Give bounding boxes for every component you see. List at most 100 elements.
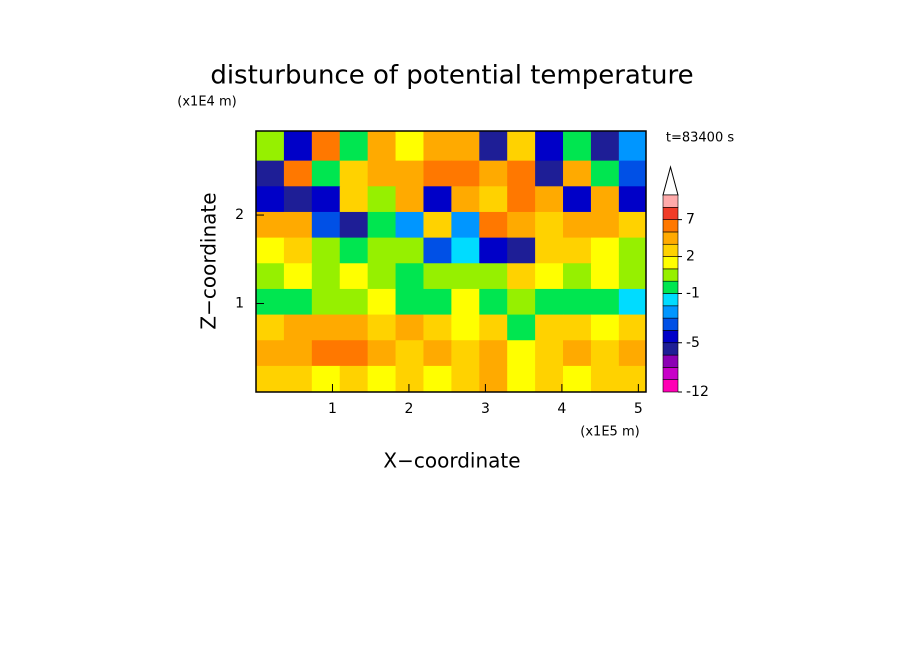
colorbar-tick-label: -1 (686, 286, 700, 302)
field-cell (618, 131, 647, 162)
y-tick-label: 2 (235, 207, 244, 223)
colorbar-band (662, 268, 679, 282)
field-cell (590, 365, 620, 393)
field-cell (367, 365, 397, 393)
field-cell (395, 288, 424, 316)
field-cell (395, 365, 424, 393)
field-cell (507, 288, 536, 316)
field-cell (283, 237, 313, 264)
field-cell (507, 237, 536, 264)
colorbar-band (662, 243, 679, 257)
field-cell (367, 263, 397, 290)
x-axis-title: X−coordinate (383, 449, 520, 473)
field-cell (479, 237, 508, 264)
field-cell (423, 288, 452, 316)
field-cell (590, 340, 620, 367)
field-cell (256, 288, 285, 316)
field-cell (535, 160, 564, 187)
field-cell (590, 160, 620, 187)
colorbar-band (662, 379, 679, 393)
field-cell (451, 131, 480, 162)
field-cell (618, 186, 647, 213)
field-cell (590, 211, 620, 239)
field-cell (479, 263, 508, 290)
colorbar-band (662, 256, 679, 270)
field-cell (618, 365, 647, 393)
field-cell (563, 365, 592, 393)
field-cell (479, 211, 508, 239)
colorbar-band (662, 367, 679, 380)
field-cell (283, 263, 313, 290)
field-cell (507, 263, 536, 290)
colorbar-band (662, 219, 679, 233)
y-tick-label: 1 (235, 296, 244, 312)
colorbar-band (662, 194, 679, 208)
field-cell (563, 131, 592, 162)
field-cell (283, 365, 313, 393)
field-cell (451, 340, 480, 367)
x-unit: (x1E5 m) (580, 425, 639, 440)
field-cell (590, 186, 620, 213)
field-cell (339, 340, 369, 367)
field-cell (590, 314, 620, 341)
field-cell (507, 186, 536, 213)
field-cell (339, 263, 369, 290)
field-cell (535, 186, 564, 213)
field-cell (423, 314, 452, 341)
field-cell (256, 131, 285, 162)
field-cell (395, 237, 424, 264)
field-cell (339, 314, 369, 341)
field-cell (507, 211, 536, 239)
field-cell (535, 365, 564, 393)
field-cell (256, 340, 285, 367)
field-cell (507, 314, 536, 341)
field-cell (451, 263, 480, 290)
field-cell (256, 186, 285, 213)
plot-frame (255, 130, 647, 393)
field-cell (423, 211, 452, 239)
field-cell (395, 340, 424, 367)
field-cell (618, 160, 647, 187)
field-cell (535, 237, 564, 264)
field-cell (395, 263, 424, 290)
colorbar-tick-label: -5 (686, 335, 700, 351)
field-cell (395, 211, 424, 239)
field-cell (423, 160, 452, 187)
colorbar-band (662, 317, 679, 331)
field-cell (451, 186, 480, 213)
field-cell (451, 237, 480, 264)
field-cell (563, 288, 592, 316)
field-cell (479, 160, 508, 187)
x-tick-label: 1 (328, 401, 337, 417)
y-axis-title: Z−coordinate (197, 192, 221, 329)
colorbar-band (662, 293, 679, 307)
field-cell (535, 263, 564, 290)
x-tick-label: 5 (634, 401, 643, 417)
time-label: t=83400 s (666, 131, 734, 146)
field-cell (256, 160, 285, 187)
field-cell (395, 160, 424, 187)
field-cell (311, 314, 341, 341)
field-cell (563, 263, 592, 290)
field-cell (339, 365, 369, 393)
field-cell (339, 131, 369, 162)
x-tick-label: 3 (481, 401, 490, 417)
field-cell (367, 160, 397, 187)
field-cell (367, 237, 397, 264)
colorbar-band (662, 354, 679, 368)
field-cell (283, 131, 313, 162)
field-cell (311, 186, 341, 213)
field-cell (618, 237, 647, 264)
field-cell (618, 263, 647, 290)
field-cell (479, 365, 508, 393)
field-cell (339, 211, 369, 239)
field-cell (535, 211, 564, 239)
field-cell (507, 131, 536, 162)
field-cell (563, 211, 592, 239)
field-cell (423, 340, 452, 367)
field-cell (535, 288, 564, 316)
field-cell (339, 288, 369, 316)
field-cell (339, 160, 369, 187)
field-cell (283, 186, 313, 213)
field-cell (618, 340, 647, 367)
